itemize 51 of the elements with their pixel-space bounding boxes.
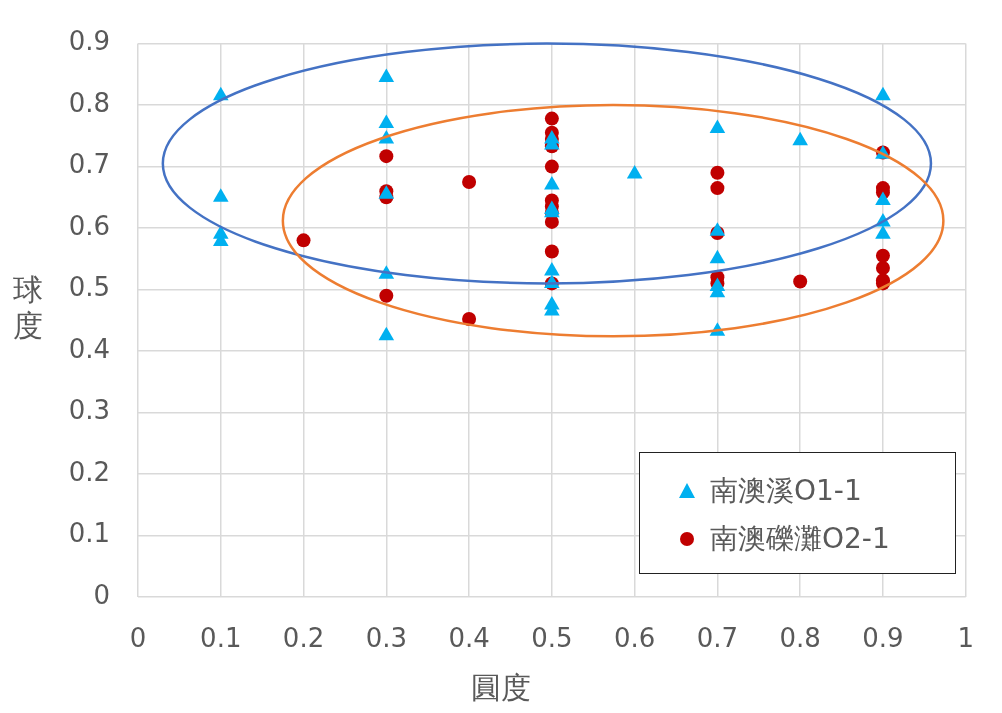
point: [378, 68, 395, 82]
point: [462, 174, 477, 189]
x-axis-title: 圓度: [470, 669, 532, 707]
point: [544, 159, 559, 174]
x-tick-label: 0.6: [613, 623, 656, 654]
y-tick-label: 0.9: [68, 26, 110, 57]
point: [544, 244, 559, 259]
y-tick-label: 0.8: [68, 87, 110, 118]
x-tick-label: 0.9: [862, 623, 904, 654]
legend-label: 南澳礫灘O2-1: [710, 521, 890, 557]
x-tick-label: 0.4: [448, 623, 490, 654]
y-tick-label: 0.4: [68, 333, 110, 364]
x-tick-label: 0.2: [282, 623, 325, 654]
x-tick-label: 1: [957, 623, 974, 654]
point: [875, 248, 890, 263]
point: [709, 222, 726, 236]
point: [544, 176, 560, 190]
y-tick-label: 0.5: [68, 272, 110, 303]
point: [544, 262, 560, 276]
point: [296, 233, 311, 248]
y-tick-label: 0.3: [68, 395, 110, 426]
x-tick-label: 0.3: [365, 623, 407, 654]
point: [379, 149, 394, 164]
point: [710, 181, 725, 196]
x-tick-label: 0.8: [779, 623, 821, 654]
y-tick-label: 0.7: [68, 149, 110, 180]
y-tick-label: 0.1: [68, 518, 110, 549]
point: [875, 225, 891, 239]
x-tick-label: 0: [129, 623, 147, 654]
point: [378, 326, 395, 341]
point: [626, 164, 643, 179]
point: [875, 261, 890, 276]
y-tick-label: 0.2: [68, 456, 110, 487]
point: [710, 165, 725, 180]
point: [709, 119, 726, 133]
point: [709, 249, 726, 264]
point: [212, 188, 229, 202]
point: [378, 114, 395, 129]
x-tick-label: 0.7: [696, 623, 739, 654]
legend-label: 南澳溪O1-1: [710, 473, 862, 509]
y-axis-title: 球度: [12, 272, 44, 344]
y-tick-label: 0: [93, 579, 110, 610]
point: [544, 111, 559, 126]
x-tick-label: 0.1: [200, 623, 242, 654]
point: [793, 274, 808, 289]
point: [379, 288, 394, 303]
point: [792, 131, 808, 146]
x-tick-label: 0.5: [531, 623, 573, 654]
point: [875, 86, 891, 101]
y-tick-label: 0.6: [68, 210, 110, 241]
point: [875, 191, 891, 205]
